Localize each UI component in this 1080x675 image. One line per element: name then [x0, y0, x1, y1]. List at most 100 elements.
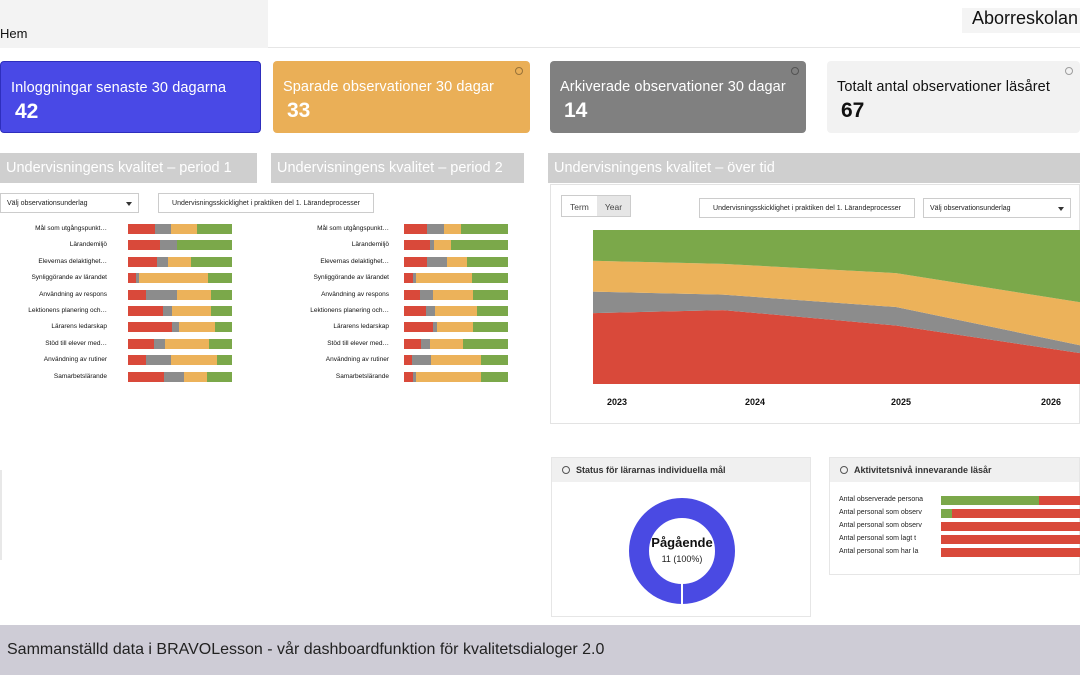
- bar-segment[interactable]: [167, 256, 192, 267]
- breadcrumb-home[interactable]: Hem: [0, 26, 28, 41]
- bar-segment[interactable]: [426, 224, 444, 234]
- bar-segment[interactable]: [450, 240, 508, 251]
- underlag-select-1[interactable]: Välj observationsunderlag: [0, 193, 139, 213]
- bar-segment[interactable]: [404, 371, 414, 382]
- info-icon[interactable]: [515, 67, 523, 75]
- bar-segment[interactable]: [154, 338, 166, 349]
- bar-segment[interactable]: [171, 322, 179, 333]
- bar-segment[interactable]: [416, 371, 481, 382]
- bar-segment[interactable]: [128, 355, 146, 366]
- bar-segment[interactable]: [433, 289, 473, 300]
- bar-segment[interactable]: [434, 240, 451, 251]
- bar-segment[interactable]: [184, 371, 208, 382]
- bar-segment[interactable]: [170, 224, 197, 234]
- bar-segment[interactable]: [128, 371, 165, 382]
- bar-segment[interactable]: [480, 371, 508, 382]
- bar-segment[interactable]: [419, 289, 434, 300]
- bar-segment[interactable]: [480, 355, 508, 366]
- bar-segment[interactable]: [404, 289, 420, 300]
- bar-segment[interactable]: [426, 256, 447, 267]
- bar-segment[interactable]: [128, 273, 137, 284]
- card-total[interactable]: Totalt antal observationer läsåret 67: [827, 61, 1080, 133]
- bar-segment[interactable]: [404, 256, 427, 267]
- bar-segment[interactable]: [443, 224, 462, 234]
- skicklighet-select-2[interactable]: Undervisningsskicklighet i praktiken del…: [699, 198, 915, 218]
- bar-segment[interactable]: [430, 240, 435, 251]
- bar-segment[interactable]: [476, 306, 508, 316]
- bar-segment[interactable]: [176, 240, 232, 251]
- underlag-select-2[interactable]: Välj observationsunderlag: [923, 198, 1071, 218]
- bar-segment[interactable]: [128, 306, 164, 316]
- bar-segment[interactable]: [433, 322, 438, 333]
- bar-segment[interactable]: [413, 273, 417, 284]
- activity-bar-segment[interactable]: [1039, 496, 1080, 505]
- info-icon[interactable]: [791, 67, 799, 75]
- bar-segment[interactable]: [467, 256, 508, 267]
- bar-segment[interactable]: [437, 322, 473, 333]
- bar-segment[interactable]: [155, 224, 171, 234]
- card-logins[interactable]: Inloggningar senaste 30 dagarna 42: [0, 61, 261, 133]
- bar-segment[interactable]: [208, 273, 232, 284]
- bar-segment[interactable]: [196, 224, 232, 234]
- bar-segment[interactable]: [145, 355, 171, 366]
- bar-segment[interactable]: [404, 338, 421, 349]
- bar-segment[interactable]: [420, 338, 430, 349]
- bar-segment[interactable]: [128, 289, 146, 300]
- activity-bar-segment[interactable]: [941, 509, 953, 518]
- activity-bar-segment[interactable]: [941, 535, 1080, 544]
- card-saved[interactable]: Sparade observationer 30 dagar 33: [273, 61, 530, 133]
- bar-segment[interactable]: [471, 273, 508, 284]
- bar-segment[interactable]: [404, 306, 426, 316]
- bar-segment[interactable]: [165, 338, 210, 349]
- bar-segment[interactable]: [128, 338, 154, 349]
- bar-segment[interactable]: [217, 355, 232, 366]
- bar-segment[interactable]: [472, 322, 508, 333]
- bar-segment[interactable]: [128, 322, 172, 333]
- bar-segment[interactable]: [215, 322, 232, 333]
- bar-segment[interactable]: [176, 289, 212, 300]
- bar-segment[interactable]: [404, 273, 414, 284]
- bar-segment[interactable]: [404, 322, 434, 333]
- bar-segment[interactable]: [128, 256, 158, 267]
- bar-segment[interactable]: [211, 289, 232, 300]
- bar-segment[interactable]: [446, 256, 468, 267]
- activity-bar-segment[interactable]: [941, 522, 1080, 531]
- bar-segment[interactable]: [404, 224, 427, 234]
- bar-segment[interactable]: [171, 306, 212, 316]
- bar-segment[interactable]: [157, 256, 168, 267]
- bar-segment[interactable]: [404, 355, 413, 366]
- year-button[interactable]: Year: [596, 196, 631, 216]
- bar-segment[interactable]: [435, 306, 477, 316]
- bar-segment[interactable]: [461, 224, 508, 234]
- bar-segment[interactable]: [472, 289, 508, 300]
- bar-segment[interactable]: [431, 355, 481, 366]
- bar-segment[interactable]: [430, 338, 464, 349]
- bar-segment[interactable]: [413, 371, 417, 382]
- bar-segment[interactable]: [191, 256, 232, 267]
- info-icon[interactable]: [1065, 67, 1073, 75]
- bar-segment[interactable]: [128, 224, 156, 234]
- bar-segment[interactable]: [209, 338, 232, 349]
- bar-segment[interactable]: [416, 273, 472, 284]
- bar-segment[interactable]: [139, 273, 209, 284]
- bar-segment[interactable]: [164, 371, 185, 382]
- bar-segment[interactable]: [404, 240, 430, 251]
- activity-bar-segment[interactable]: [952, 509, 1080, 518]
- bar-segment[interactable]: [207, 371, 232, 382]
- activity-bar-segment[interactable]: [941, 496, 1039, 505]
- bar-segment[interactable]: [163, 306, 172, 316]
- bar-segment[interactable]: [211, 306, 232, 316]
- bar-segment[interactable]: [128, 240, 161, 251]
- bar-segment[interactable]: [178, 322, 216, 333]
- bar-segment[interactable]: [425, 306, 436, 316]
- bar-segment[interactable]: [136, 273, 140, 284]
- bar-segment[interactable]: [145, 289, 177, 300]
- bar-segment[interactable]: [160, 240, 177, 251]
- skicklighet-select-1[interactable]: Undervisningsskicklighet i praktiken del…: [158, 193, 374, 213]
- card-archived[interactable]: Arkiverade observationer 30 dagar 14: [550, 61, 806, 133]
- activity-bar-segment[interactable]: [941, 548, 1080, 557]
- term-button[interactable]: Term: [570, 202, 589, 212]
- bar-segment[interactable]: [463, 338, 508, 349]
- bar-segment[interactable]: [412, 355, 432, 366]
- bar-segment[interactable]: [170, 355, 218, 366]
